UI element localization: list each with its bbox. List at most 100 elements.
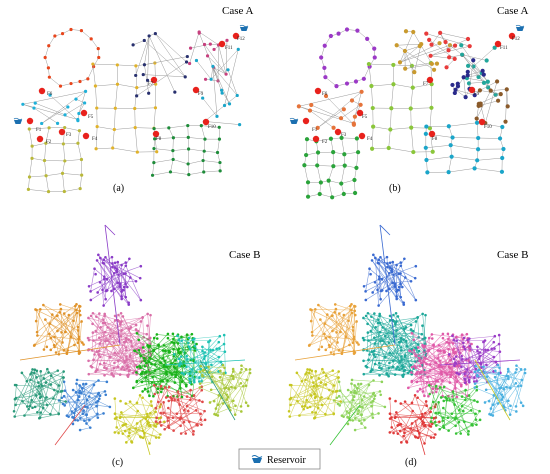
pipe-link: [75, 384, 95, 410]
network-node: [77, 129, 82, 133]
network-node: [387, 341, 391, 345]
pipe-link: [14, 384, 33, 408]
network-node: [30, 144, 34, 148]
pipe-link: [368, 313, 375, 360]
pipe-link: [45, 127, 50, 144]
pipe-link: [160, 412, 181, 427]
pipe-link: [31, 399, 51, 415]
pipe-link: [466, 369, 475, 382]
pipe-link: [173, 421, 185, 431]
network-node: [176, 349, 180, 352]
pipe-link: [178, 339, 223, 365]
pipe-link: [393, 83, 413, 88]
pipe-link: [454, 418, 477, 425]
pipe-link: [414, 44, 422, 73]
pipe-link: [334, 400, 385, 408]
network-node: [47, 75, 51, 79]
pipe-link: [325, 95, 355, 125]
network-node: [404, 339, 408, 343]
network-node: [137, 338, 141, 342]
pipe-link: [439, 359, 521, 366]
network-node: [372, 46, 377, 51]
pipe-link: [204, 95, 238, 122]
pipe-link: [34, 372, 60, 386]
pipe-link: [417, 397, 427, 406]
network-node: [504, 87, 509, 92]
network-node: [105, 289, 109, 292]
pipe-link: [87, 66, 94, 79]
network-node: [492, 45, 497, 50]
network-node: [401, 365, 405, 369]
pipe-link: [304, 165, 309, 183]
pipe-link: [450, 144, 479, 150]
pipe-link: [490, 369, 522, 415]
network-node: [87, 359, 90, 363]
pipe-link: [96, 147, 113, 150]
pipe-link: [389, 283, 401, 290]
pipe-link: [420, 371, 452, 375]
network-node: [146, 324, 149, 327]
pipe-link: [328, 180, 333, 198]
network-node: [144, 417, 148, 421]
pipe-link: [325, 321, 357, 351]
pipe-link: [177, 399, 187, 434]
feed-label-f4: F4: [92, 137, 98, 142]
pipe-link: [62, 173, 65, 192]
pipe-link: [84, 413, 104, 421]
pipe-link: [510, 369, 517, 389]
pipe-link: [139, 395, 148, 417]
pipe-link: [184, 390, 202, 411]
network-node: [498, 91, 503, 97]
network-node: [201, 96, 205, 100]
network-node: [346, 422, 350, 426]
pipe-link: [88, 278, 105, 287]
network-node: [403, 400, 407, 403]
pipe-link: [114, 421, 165, 433]
pipe-link: [64, 383, 84, 406]
network-node: [385, 289, 388, 293]
network-node: [96, 416, 100, 419]
network-node: [365, 36, 370, 41]
pipe-link: [56, 315, 79, 343]
network-node: [32, 106, 36, 110]
pipe-link: [97, 320, 119, 370]
network-node: [437, 41, 442, 46]
pipe-link: [312, 335, 354, 340]
network-node: [444, 371, 447, 374]
pipe-link: [311, 104, 342, 119]
network-node: [334, 84, 339, 89]
network-node: [484, 388, 488, 392]
pipe-link: [462, 54, 487, 61]
network-node: [208, 42, 212, 46]
network-node: [485, 85, 491, 90]
pipe-link: [453, 348, 471, 351]
network-node: [199, 412, 202, 416]
pipe-link: [199, 31, 219, 46]
pipe-link: [14, 369, 36, 417]
network-node: [403, 368, 407, 372]
pipe-link: [174, 367, 191, 383]
pipe-link: [112, 262, 126, 268]
network-node: [60, 32, 65, 36]
pipe-link: [352, 379, 382, 383]
pipe-link: [235, 369, 242, 389]
network-node: [75, 378, 79, 382]
pipe-link: [143, 74, 186, 78]
network-node: [444, 65, 449, 70]
pipe-link: [466, 350, 471, 385]
feed-node: [428, 130, 436, 138]
pipe-link: [367, 312, 412, 326]
network-node: [328, 33, 333, 39]
pipe-link: [154, 385, 203, 403]
pipe-link: [368, 321, 417, 341]
pipe-link: [428, 334, 454, 352]
pipe-link: [54, 336, 60, 355]
pipe-link: [145, 411, 156, 420]
network-node: [423, 131, 428, 136]
pipe-link: [28, 400, 32, 410]
pipe-link: [97, 126, 115, 130]
pipe-link: [474, 364, 499, 384]
network-node: [482, 340, 485, 344]
panel-letter-b: (b): [389, 183, 401, 194]
pipe-link: [135, 127, 154, 129]
